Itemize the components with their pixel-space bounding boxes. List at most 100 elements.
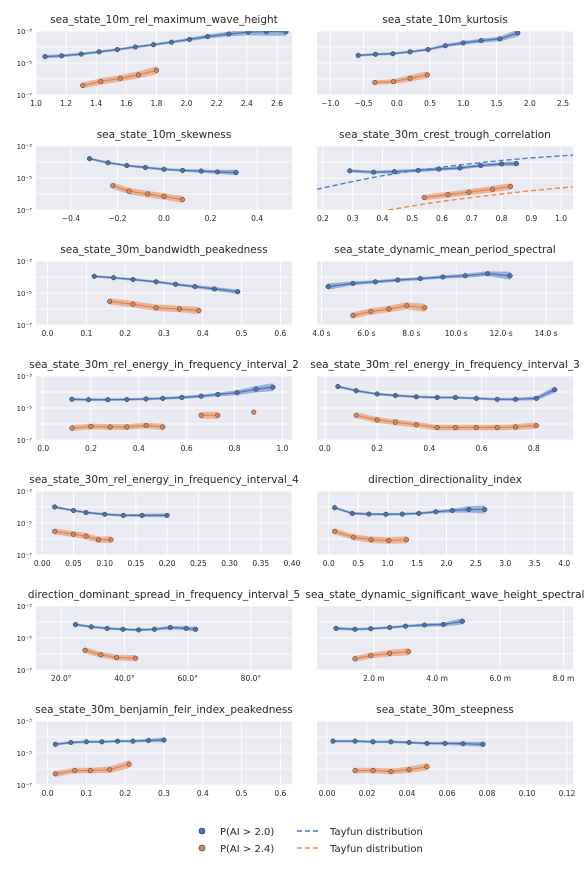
- x-tick-label: 2.0: [181, 99, 193, 108]
- plot-content: [72, 621, 199, 662]
- x-tick-label: 2.6: [271, 99, 283, 108]
- data-point: [392, 419, 398, 425]
- data-point: [473, 395, 479, 401]
- x-tick-label: 0.00: [34, 559, 51, 568]
- data-point: [436, 166, 442, 172]
- data-point: [424, 764, 430, 770]
- y-tick-label: 10⁻⁵: [17, 635, 33, 643]
- data-point: [153, 67, 160, 73]
- x-tick-label: 0.0: [42, 789, 54, 798]
- data-point: [99, 739, 105, 745]
- data-point: [107, 767, 113, 773]
- x-tick-label: 0.4: [197, 789, 209, 798]
- subplot-7: sea_state_30m_rel_energy_in_frequency_in…: [17, 359, 299, 453]
- data-point: [413, 422, 419, 428]
- data-point: [153, 279, 159, 285]
- x-tick-label: 1.5: [491, 99, 503, 108]
- data-point: [80, 82, 86, 88]
- subplot-title: sea_state_30m_rel_energy_in_frequency_in…: [310, 359, 580, 371]
- data-point: [371, 169, 377, 175]
- x-tick-label: 0.6: [274, 329, 286, 338]
- y-tick-label: 10⁻³: [17, 258, 33, 266]
- x-tick-label: 0.08: [479, 789, 496, 798]
- x-tick-label: 2.0 m: [363, 674, 385, 683]
- data-point: [349, 510, 355, 516]
- y-tick-label: 10⁻⁷: [17, 322, 33, 330]
- data-point: [59, 53, 65, 59]
- y-tick-label: 10⁻⁷: [17, 92, 33, 100]
- x-tick-label: 0.3: [347, 214, 359, 223]
- data-point: [111, 275, 117, 281]
- data-point: [449, 507, 455, 514]
- plot-content: [52, 737, 167, 777]
- data-point: [372, 279, 378, 285]
- data-point: [153, 305, 159, 311]
- y-tick-label: 10⁻³: [17, 373, 33, 381]
- data-point: [52, 741, 58, 747]
- data-point: [52, 528, 58, 534]
- y-tick-label: 10⁻³: [17, 28, 33, 36]
- plot-content: [330, 738, 486, 775]
- x-tick-label: 1.0: [457, 99, 469, 108]
- data-point: [145, 737, 152, 744]
- data-point: [160, 424, 166, 430]
- data-point: [110, 183, 116, 189]
- data-point: [392, 392, 398, 399]
- data-point: [160, 395, 166, 401]
- data-point: [552, 387, 558, 393]
- x-tick-label: 0.6: [476, 444, 488, 453]
- data-point: [440, 621, 446, 628]
- data-point: [457, 165, 463, 171]
- data-point: [126, 188, 132, 194]
- data-point: [403, 537, 410, 543]
- data-point: [533, 423, 539, 429]
- data-point: [143, 423, 149, 429]
- data-point: [234, 390, 240, 396]
- series-line: [71, 386, 273, 401]
- x-tick-label: 0.4: [377, 214, 389, 223]
- data-point: [366, 511, 372, 517]
- x-tick-label: 0.4: [133, 444, 145, 453]
- subplot-3: sea_state_10m_skewness −0.4 −0.2 0.0 0.2 0.4 1…: [17, 129, 292, 223]
- legend-label-tayfun-a: Tayfun distribution: [329, 827, 423, 838]
- data-point: [142, 164, 148, 171]
- data-point: [211, 286, 217, 292]
- x-tick-label: 0.5: [406, 214, 418, 223]
- data-point: [83, 533, 89, 539]
- series-line: [55, 739, 165, 745]
- subplot-title: sea_state_30m_benjamin_feir_index_peaked…: [35, 704, 293, 716]
- data-point: [114, 738, 121, 744]
- subplot-13: sea_state_30m_benjamin_feir_index_peaked…: [17, 704, 293, 798]
- x-tick-label: 2.0: [441, 559, 453, 568]
- data-point: [355, 52, 361, 58]
- data-point: [368, 626, 374, 632]
- x-tick-label: 0.7: [466, 214, 478, 223]
- subplot-title: sea_state_30m_rel_energy_in_frequency_in…: [29, 359, 299, 371]
- data-point: [494, 396, 500, 402]
- series-line: [356, 414, 537, 429]
- legend-label-b: P(AI > 2.4): [220, 844, 274, 855]
- data-point: [192, 284, 198, 290]
- y-tick-label: 10⁻⁷: [17, 437, 33, 445]
- x-tick-label: 1.0: [30, 99, 42, 108]
- data-point: [507, 273, 513, 279]
- subplot-title: direction_directionality_index: [368, 474, 522, 486]
- legend-marker-a: [198, 827, 206, 835]
- data-point: [245, 31, 251, 35]
- data-point: [270, 384, 276, 390]
- data-point: [424, 72, 430, 78]
- plot-content: [325, 271, 513, 319]
- data-point: [413, 394, 419, 400]
- data-point: [372, 51, 379, 57]
- plot-content: [52, 504, 170, 544]
- x-tick-label: 0.02: [359, 789, 376, 798]
- subplot-title: sea_state_dynamic_mean_period_spectral: [334, 244, 555, 256]
- data-point: [68, 739, 74, 746]
- series-line: [334, 507, 485, 515]
- x-tick-label: 0.4: [251, 214, 263, 223]
- data-point: [433, 509, 439, 515]
- plot-content: [42, 31, 289, 89]
- subplot-title: sea_state_10m_rel_maximum_wave_height: [50, 14, 278, 26]
- series-line: [335, 620, 463, 630]
- data-point: [452, 394, 458, 401]
